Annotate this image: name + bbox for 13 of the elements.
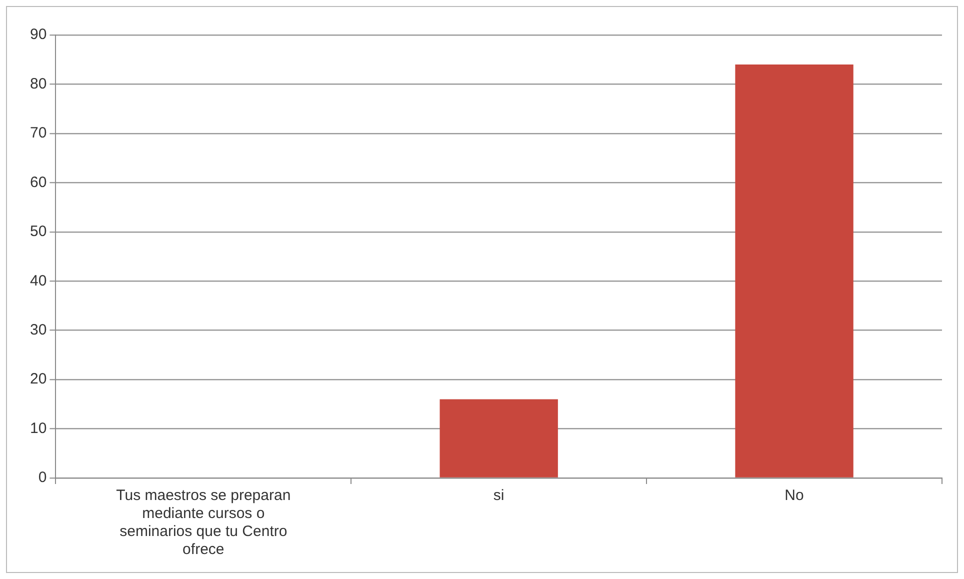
x-tick-label: No: [784, 487, 804, 504]
y-tick-label: 80: [30, 75, 47, 92]
x-tick-label: Tus maestros se preparan mediante cursos o seminarios que tu Centro ofrece: [116, 487, 291, 558]
y-tick-label: 90: [30, 26, 47, 44]
y-tick-label: 50: [30, 223, 47, 240]
y-tick-label: 0: [38, 469, 47, 486]
y-tick-label: 30: [30, 321, 47, 338]
x-tick-label: si: [493, 487, 504, 504]
y-tick-label: 70: [30, 124, 47, 142]
y-tick-label: 10: [30, 420, 47, 437]
y-tick-label: 40: [30, 272, 47, 290]
y-tick-label: 20: [30, 370, 47, 388]
y-tick-label: 60: [30, 174, 47, 191]
